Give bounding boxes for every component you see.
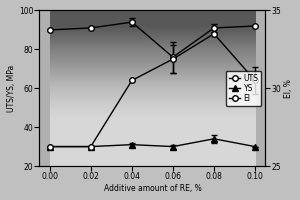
Legend: UTS, YS, EI: UTS, YS, EI: [226, 71, 262, 106]
X-axis label: Additive amount of RE, %: Additive amount of RE, %: [103, 184, 201, 193]
Y-axis label: EI, %: EI, %: [284, 79, 293, 98]
Y-axis label: UTS/YS, MPa: UTS/YS, MPa: [7, 65, 16, 112]
